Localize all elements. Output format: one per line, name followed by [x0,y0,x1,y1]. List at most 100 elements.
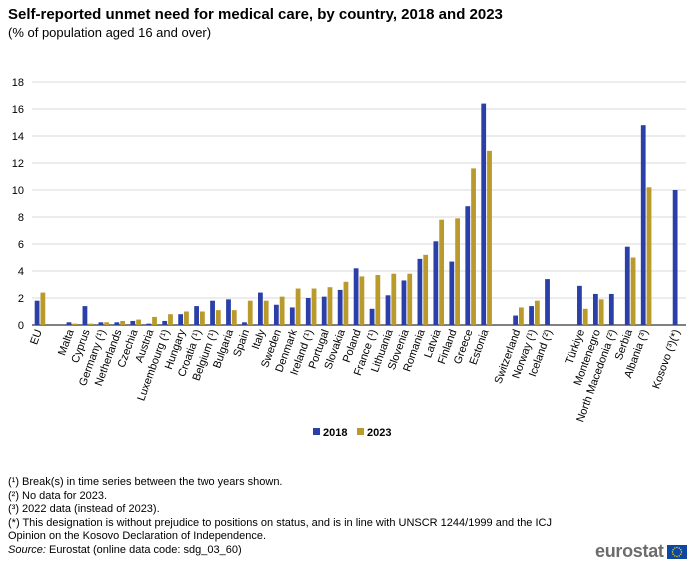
bar-2018 [337,289,343,325]
bar-2018 [545,279,550,325]
legend-label-2023: 2023 [367,427,391,439]
legend-swatch-2018 [313,428,320,435]
bar-2018 [82,306,88,325]
bar-2023 [184,311,189,325]
bar-2023 [120,320,126,325]
y-tick-label: 0 [18,320,24,332]
bar-2018 [305,298,311,325]
bar-2018 [465,206,471,325]
bar-2018 [98,322,104,325]
bar-2018 [226,299,231,325]
source-line: Source: Eurostat (online data code: sdg_… [8,544,568,558]
bar-2018 [608,293,614,325]
legend-swatch-2023 [357,428,364,435]
bar-2018 [162,320,168,325]
y-tick-label: 6 [18,239,24,251]
bar-2018 [289,307,295,325]
chart-subtitle: (% of population aged 16 and over) [8,25,212,40]
y-tick-label: 16 [12,104,24,116]
y-tick-label: 8 [18,212,24,224]
bar-2023 [279,296,285,325]
source-label: Source: [8,543,46,556]
y-tick-label: 2 [18,293,24,305]
flag-star [673,554,676,557]
bar-2023 [455,218,460,325]
logo-text: eurostat [595,541,664,561]
chart-title: Self-reported unmet need for medical car… [8,6,503,23]
bar-2018 [258,292,263,325]
flag-star [675,555,678,557]
bar-2023 [375,275,381,325]
bar-2023 [519,307,524,325]
eu-flag-icon [666,544,687,559]
flag-star [678,546,680,549]
bar-2018 [433,241,439,325]
bar-2018 [624,246,630,325]
bar-2018 [130,320,136,325]
eurostat-logo: eurostat [595,541,687,562]
bar-2018 [513,315,519,325]
bar-2023 [40,292,46,325]
y-tick-label: 12 [12,158,24,170]
bar-2018 [242,322,247,325]
bar-2018 [114,322,120,325]
bar-2023 [215,310,221,325]
bar-2018 [146,323,152,325]
footnote-1: (¹) Break(s) in time series between the … [8,476,283,488]
flag-star [672,553,674,555]
x-tick-label: EU [28,328,45,347]
footnote-3: (³) 2022 data (instead of 2023). [8,503,160,515]
bar-2018 [194,306,199,325]
bar-2023 [295,288,301,325]
bar-2018 [449,261,455,325]
bar-2018 [353,268,359,325]
bar-2018 [592,293,598,325]
bar-2018 [321,296,327,325]
bar-2018 [210,300,215,325]
bar-2018 [672,190,678,325]
y-tick-label: 14 [12,131,24,143]
bar-2023 [247,300,253,325]
footnotes: (¹) Break(s) in time series between the … [8,476,568,557]
y-tick-label: 18 [12,77,24,89]
flag-star [679,548,682,550]
bar-2018 [66,322,72,325]
bar-2018 [529,306,534,325]
bar-2023 [582,308,588,325]
bar-2018 [401,280,407,325]
bar-2023 [359,276,365,325]
flag-star [672,548,674,550]
flag-star [675,546,678,548]
flag-star [678,554,680,557]
bar-2023 [630,257,636,325]
bar-2023 [88,323,94,325]
bar-2018 [417,258,423,325]
bar-2023 [136,319,141,325]
bar-2023 [327,287,333,325]
source-text: Eurostat (online data code: sdg_03_60) [45,543,242,556]
bar-2023 [423,254,429,325]
bar-2023 [407,273,413,325]
footnote-4: (*) This designation is without prejudic… [8,516,552,543]
bar-2018 [577,285,582,325]
bar-2018 [640,125,646,325]
bar-2023 [168,314,173,325]
y-tick-label: 4 [18,266,24,278]
bar-2018 [273,304,279,325]
bar-2023 [152,316,157,325]
bar-2018 [34,300,40,325]
bar-2023 [199,311,205,325]
bar-2023 [439,219,445,325]
bar-2023 [598,299,604,325]
bar-2018 [178,314,184,325]
bar-2023 [104,322,110,325]
flag-star [673,546,676,549]
footnote-2: (²) No data for 2023. [8,489,108,502]
bar-2023 [343,281,349,325]
bar-2023 [231,310,237,325]
bar-2023 [646,187,652,325]
y-tick-label: 10 [12,185,24,197]
bar-2018 [481,103,487,325]
bar-2018 [369,308,375,325]
